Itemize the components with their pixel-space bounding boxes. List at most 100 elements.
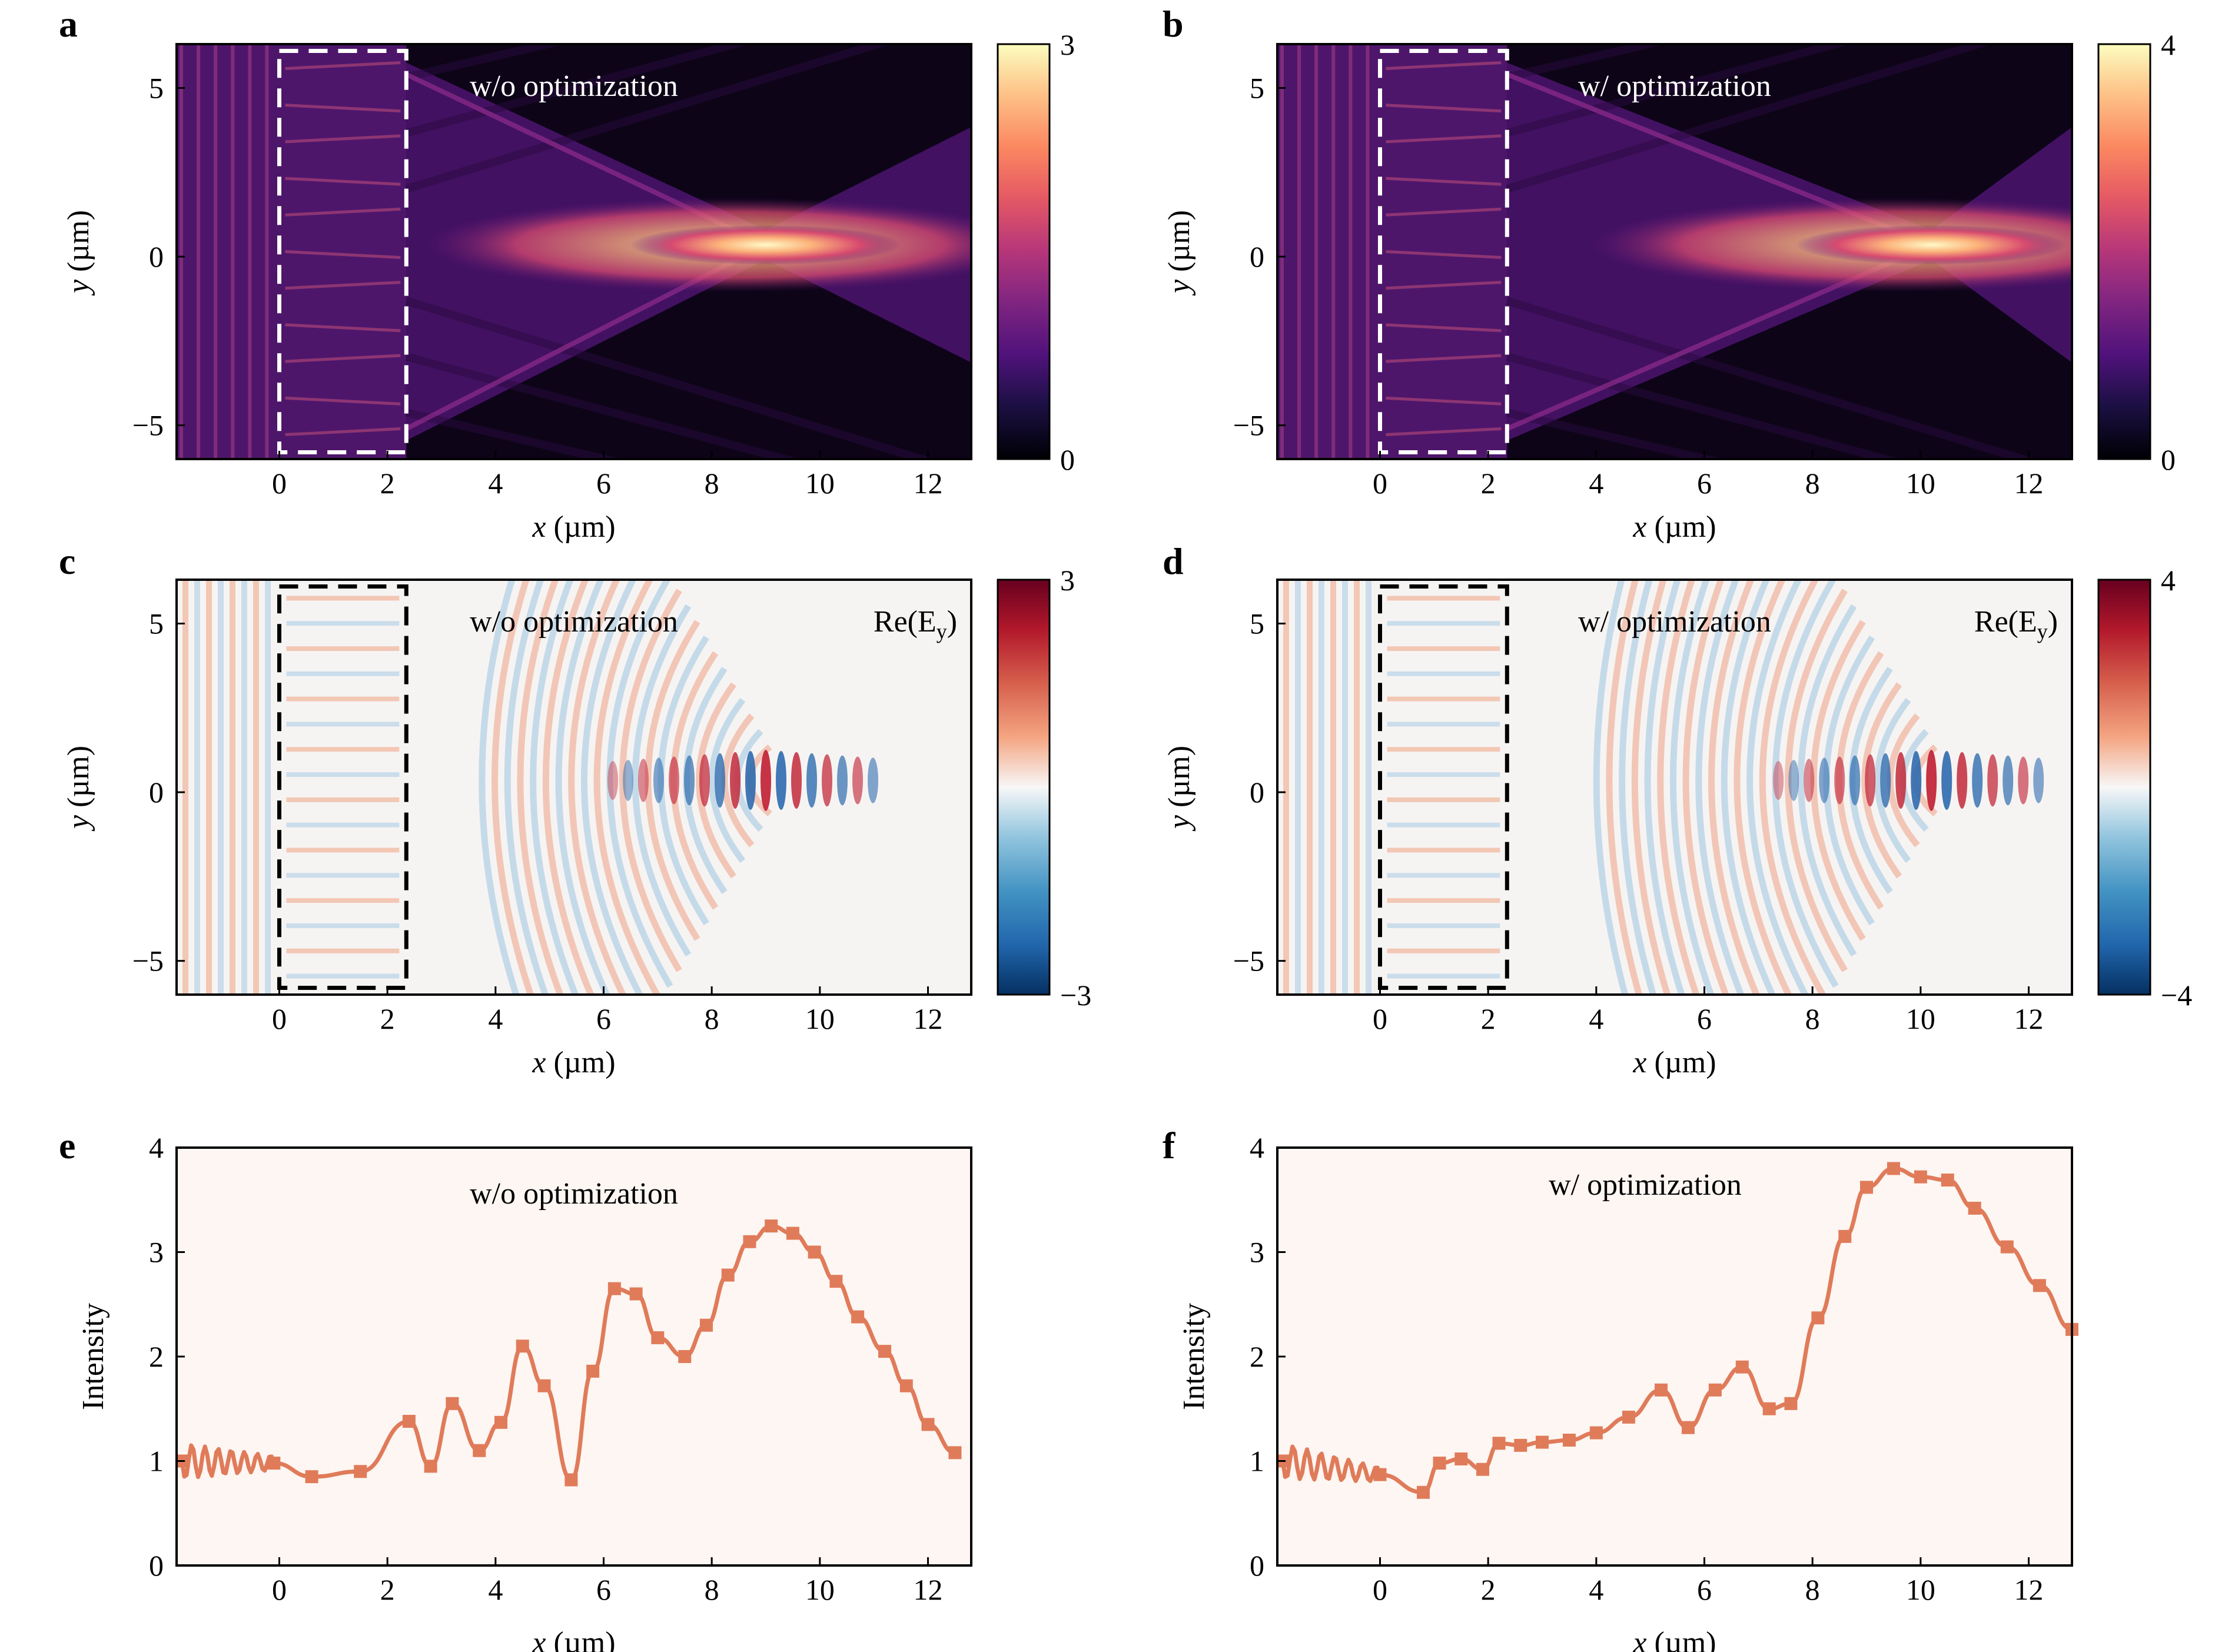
x-tick-label: 10 bbox=[805, 1573, 835, 1606]
panel-letter: d bbox=[1163, 540, 1184, 582]
streak bbox=[1506, 353, 1901, 459]
focus-oscillation bbox=[852, 756, 864, 805]
wavefront bbox=[1669, 580, 1715, 995]
focus-oscillation bbox=[791, 752, 802, 809]
y-tick-label: 0 bbox=[1250, 240, 1264, 273]
focus-oscillation bbox=[1895, 752, 1907, 809]
x-tick-label: 6 bbox=[596, 467, 611, 500]
wavefront bbox=[593, 580, 661, 995]
streak bbox=[1506, 297, 2037, 459]
focus-oscillation bbox=[868, 757, 879, 803]
wavefront bbox=[580, 580, 643, 995]
focus-oscillation bbox=[822, 754, 833, 807]
x-tick-label: 8 bbox=[705, 1573, 719, 1606]
annotation: w/o optimization bbox=[470, 1177, 678, 1211]
x-tick-label: 12 bbox=[914, 467, 943, 500]
streak bbox=[405, 408, 623, 459]
x-tick-label: 0 bbox=[272, 1002, 287, 1035]
data-marker bbox=[700, 1318, 713, 1332]
x-axis-label: x (µm) bbox=[1632, 1046, 1716, 1079]
x-tick-label: 0 bbox=[272, 467, 287, 500]
y-tick-label: 5 bbox=[149, 72, 164, 105]
metasurface-texture bbox=[285, 177, 401, 186]
y-tick-label: 0 bbox=[1250, 776, 1264, 809]
data-marker bbox=[1454, 1452, 1468, 1465]
y-axis-label: y (µm) bbox=[1163, 210, 1196, 296]
data-marker bbox=[1416, 1485, 1430, 1499]
x-tick-label: 0 bbox=[1373, 467, 1387, 500]
panel-letter: b bbox=[1163, 3, 1184, 45]
wavefront bbox=[530, 580, 579, 995]
metasurface-texture bbox=[285, 61, 401, 70]
metasurface-texture bbox=[285, 427, 401, 437]
data-marker bbox=[2000, 1240, 2014, 1254]
x-tick-label: 2 bbox=[1481, 1573, 1496, 1606]
data-marker bbox=[1887, 1162, 1900, 1175]
wavefront bbox=[1733, 580, 1792, 995]
data-marker bbox=[1622, 1410, 1635, 1424]
metasurface-texture bbox=[285, 396, 401, 405]
x-axis-label: x (µm) bbox=[1632, 1626, 1716, 1652]
x-tick-label: 12 bbox=[2014, 1002, 2044, 1035]
focus-oscillation bbox=[623, 760, 634, 801]
focus-oscillation bbox=[1880, 753, 1891, 808]
data-marker bbox=[878, 1345, 892, 1358]
data-marker bbox=[1968, 1201, 1981, 1215]
streak bbox=[405, 297, 936, 459]
wavefront bbox=[1644, 580, 1685, 995]
data-marker bbox=[743, 1235, 756, 1248]
data-marker bbox=[1433, 1457, 1446, 1470]
x-tick-label: 10 bbox=[1906, 1002, 1935, 1035]
x-tick-label: 8 bbox=[1805, 1002, 1820, 1035]
x-tick-label: 12 bbox=[914, 1573, 943, 1606]
data-marker bbox=[473, 1444, 486, 1457]
x-tick-label: 4 bbox=[488, 1573, 503, 1606]
streak bbox=[1506, 44, 1666, 81]
metasurface-texture bbox=[1386, 354, 1502, 363]
data-marker bbox=[678, 1350, 692, 1363]
data-marker bbox=[1681, 1421, 1695, 1434]
x-tick-label: 10 bbox=[1906, 467, 1935, 500]
panel-letter: f bbox=[1163, 1125, 1175, 1166]
wavefront bbox=[1708, 580, 1760, 995]
panel-letter: c bbox=[59, 540, 75, 582]
data-marker bbox=[446, 1397, 459, 1410]
y-tick-label: 0 bbox=[149, 240, 164, 273]
focus-oscillation bbox=[684, 755, 695, 806]
focus-oscillation bbox=[1773, 761, 1784, 800]
data-marker bbox=[1492, 1437, 1506, 1450]
plot-frame bbox=[1276, 43, 2073, 460]
focus-oscillation bbox=[730, 752, 741, 809]
colorbar-max-label: 3 bbox=[1060, 28, 1075, 61]
wavefront bbox=[708, 697, 746, 863]
x-tick-label: 2 bbox=[380, 467, 395, 500]
x-tick-label: 8 bbox=[705, 467, 719, 500]
data-marker bbox=[402, 1415, 416, 1428]
data-marker bbox=[607, 1282, 621, 1295]
x-axis-label: x (µm) bbox=[532, 1046, 615, 1079]
metasurface-texture bbox=[285, 134, 401, 144]
focus-oscillation bbox=[1865, 754, 1876, 807]
focus-oscillation bbox=[669, 756, 680, 805]
data-marker bbox=[305, 1470, 318, 1484]
plot-frame bbox=[1276, 1146, 2073, 1567]
data-marker bbox=[786, 1226, 799, 1240]
plot-frame bbox=[175, 579, 972, 996]
data-marker bbox=[424, 1460, 437, 1473]
y-tick-label: 4 bbox=[149, 1131, 164, 1164]
wavefront bbox=[1721, 580, 1776, 995]
data-marker bbox=[1762, 1402, 1776, 1415]
wavefront bbox=[1785, 589, 1848, 972]
annotation: w/ optimization bbox=[1549, 1168, 1742, 1202]
plot-background bbox=[1277, 1148, 2072, 1565]
data-marker bbox=[651, 1331, 665, 1345]
panel-letter: e bbox=[59, 1125, 75, 1166]
focal-spot bbox=[630, 225, 902, 265]
colorbar bbox=[2097, 43, 2151, 460]
x-tick-label: 6 bbox=[596, 1573, 611, 1606]
metasurface-texture bbox=[285, 104, 401, 113]
focus-oscillation bbox=[837, 755, 848, 806]
plot-frame bbox=[175, 43, 972, 460]
